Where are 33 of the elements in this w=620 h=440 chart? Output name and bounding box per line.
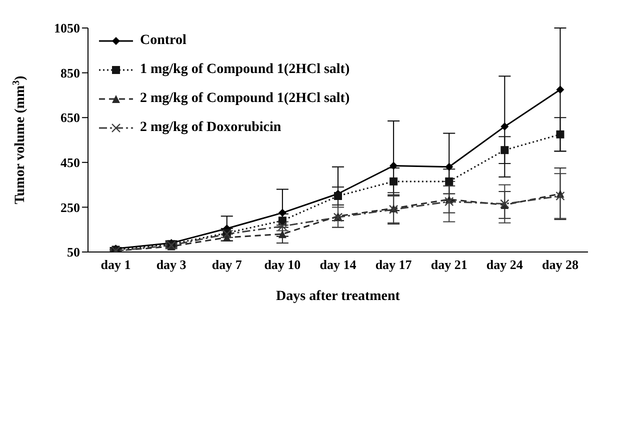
point	[556, 86, 564, 94]
y-tick-label: 250	[60, 200, 80, 215]
point	[334, 192, 342, 200]
point	[556, 191, 565, 201]
point	[278, 208, 286, 217]
point	[444, 197, 454, 206]
x-tick-label: day 21	[430, 257, 468, 272]
x-tick-label: day 1	[100, 257, 131, 272]
point	[445, 162, 454, 171]
x-tick-label: day 10	[264, 257, 301, 272]
x-tick-label: day 3	[156, 257, 187, 272]
legend-label: 1 mg/kg of Compound 1(2HCl salt)	[140, 62, 350, 78]
legend-label: 2 mg/kg of Doxorubicin	[140, 120, 282, 136]
point	[556, 130, 564, 138]
x-tick-label: day 24	[486, 257, 524, 272]
y-tick-label: 1050	[54, 20, 80, 36]
point	[445, 177, 454, 186]
legend-label: Control	[140, 32, 186, 48]
y-tick-label: 850	[60, 65, 80, 80]
legend-label: 2 mg/kg of Compound 1(2HCl salt)	[140, 90, 350, 106]
point	[500, 122, 509, 131]
y-tick-label: 450	[60, 155, 80, 170]
x-tick-label: day 17	[375, 257, 412, 272]
point	[278, 230, 286, 238]
y-tick-label: 50	[67, 244, 80, 260]
point	[390, 177, 398, 186]
point	[500, 146, 509, 154]
x-tick-label: day 14	[320, 257, 357, 272]
x-tick-label: day 28	[542, 257, 579, 272]
y-tick-label: 650	[60, 110, 80, 126]
point	[390, 162, 398, 170]
x-axis-title: Days after treatment	[276, 288, 400, 304]
x-tick-label: day 7	[212, 257, 242, 272]
